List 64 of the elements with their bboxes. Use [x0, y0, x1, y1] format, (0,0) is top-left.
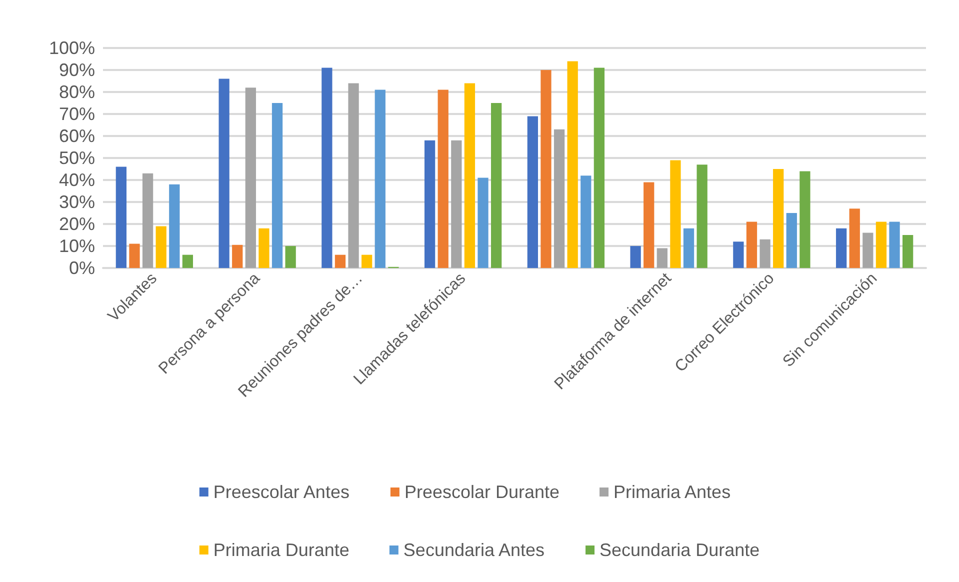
- y-tick-label: 30%: [58, 192, 95, 212]
- bar: [644, 182, 654, 268]
- bar: [683, 228, 694, 268]
- bar: [670, 160, 681, 268]
- bar: [554, 129, 565, 268]
- bar: [876, 222, 887, 268]
- y-tick-label: 100%: [48, 38, 95, 58]
- bar: [464, 83, 476, 268]
- bar: [733, 242, 744, 268]
- bar: [746, 222, 758, 268]
- bar: [424, 140, 436, 268]
- y-tick-label: 70%: [58, 104, 95, 124]
- y-tick-label: 20%: [58, 214, 95, 234]
- bar: [232, 244, 243, 268]
- bar: [169, 184, 180, 268]
- bar: [182, 254, 194, 268]
- bar: [902, 235, 914, 268]
- bar: [760, 239, 770, 268]
- legend-label: Secundaria Durante: [600, 540, 760, 560]
- y-tick-label: 0%: [68, 258, 95, 278]
- bar: [849, 208, 860, 268]
- legend-label: Preescolar Antes: [213, 482, 350, 502]
- bar: [836, 228, 847, 268]
- bar: [245, 88, 256, 268]
- bar: [580, 176, 592, 268]
- bar: [786, 213, 797, 268]
- bar: [348, 83, 359, 268]
- bar: [451, 140, 462, 268]
- bar: [594, 68, 605, 268]
- y-tick-label: 90%: [58, 60, 95, 80]
- bar: [218, 78, 230, 268]
- y-tick-label: 40%: [58, 170, 95, 190]
- bar: [272, 103, 283, 268]
- bar: [800, 171, 810, 268]
- bar: [334, 254, 346, 268]
- bar: [374, 90, 386, 268]
- bar: [285, 246, 296, 268]
- bar: [773, 169, 784, 268]
- bar: [438, 90, 448, 268]
- bar: [889, 222, 900, 268]
- bar: [567, 61, 578, 268]
- bar: [129, 244, 140, 268]
- bar: [696, 164, 708, 268]
- bar: [362, 254, 372, 268]
- bar: [491, 103, 502, 268]
- bar: [630, 246, 641, 268]
- bar: [116, 166, 126, 268]
- bar: [656, 248, 668, 268]
- bar: [478, 178, 488, 268]
- bar: [862, 232, 874, 268]
- legend-label: Secundaria Antes: [403, 540, 545, 560]
- y-tick-label: 80%: [58, 82, 95, 102]
- bar: [258, 228, 270, 268]
- legend-label: Preescolar Durante: [404, 482, 560, 502]
- bar: [527, 116, 538, 268]
- legend-label: Primaria Durante: [213, 540, 350, 560]
- legend-label: Primaria Antes: [614, 482, 731, 502]
- bar: [322, 68, 332, 268]
- y-tick-label: 50%: [58, 148, 95, 168]
- y-tick-label: 60%: [58, 126, 95, 146]
- y-tick-label: 10%: [58, 236, 95, 256]
- bar: [142, 173, 154, 268]
- bar: [540, 70, 552, 268]
- bar: [156, 226, 166, 268]
